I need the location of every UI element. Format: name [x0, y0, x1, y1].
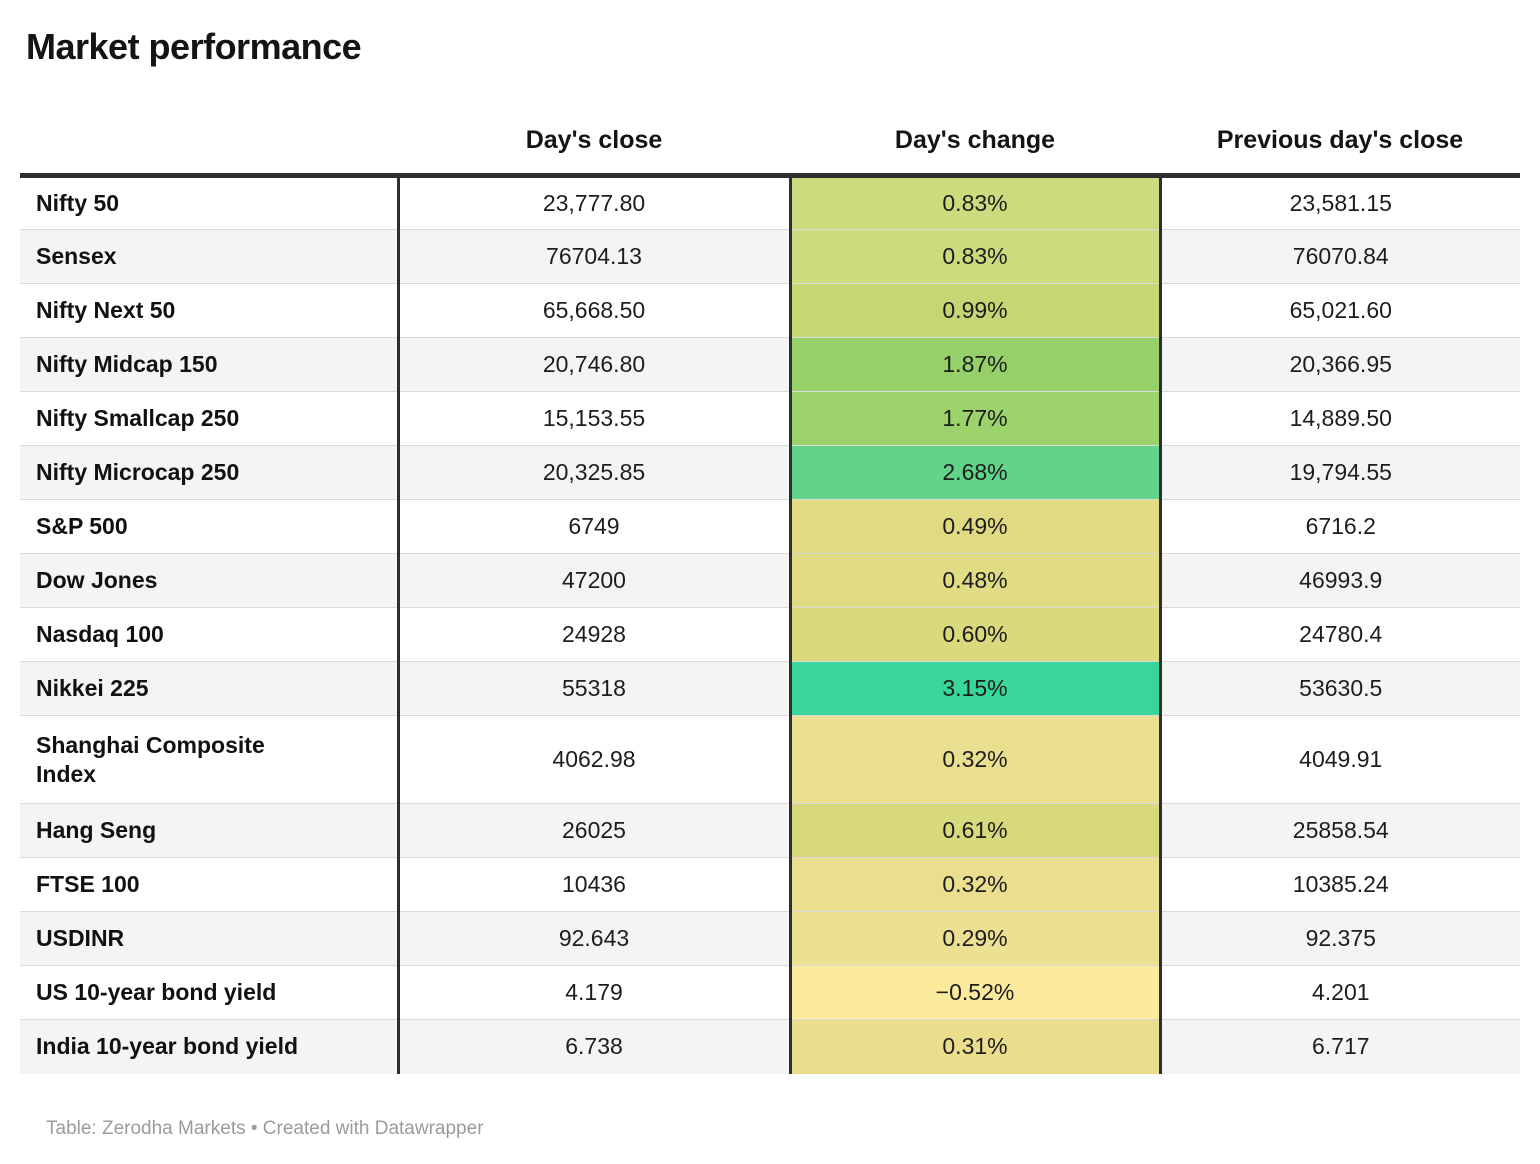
table-row: Nasdaq 100 24928 0.60% 24780.4 [20, 607, 1520, 662]
row-label: US 10-year bond yield [20, 965, 400, 1020]
prev-close-value: 10385.24 [1160, 857, 1520, 912]
table-header: Day's close Day's change Previous day's … [20, 68, 1520, 178]
days-change-value: 0.83% [788, 175, 1162, 230]
days-change-value: 0.60% [788, 607, 1162, 662]
header-days-change: Day's change [790, 68, 1160, 178]
prev-close-value: 4049.91 [1160, 715, 1520, 804]
days-close-value: 47200 [398, 553, 790, 608]
table-row: Hang Seng 26025 0.61% 25858.54 [20, 803, 1520, 858]
days-change-value: 2.68% [788, 445, 1162, 500]
table-row: India 10-year bond yield 6.738 0.31% 6.717 [20, 1019, 1520, 1074]
days-close-value: 26025 [398, 803, 790, 858]
days-change-value: 0.99% [788, 283, 1162, 338]
days-close-value: 92.643 [398, 911, 790, 966]
table-row: Nifty 50 23,777.80 0.83% 23,581.15 [20, 175, 1520, 230]
prev-close-value: 23,581.15 [1289, 190, 1392, 216]
days-close-value: 20,325.85 [398, 445, 790, 500]
row-label: Nifty 50 [20, 175, 400, 230]
table-body: Nifty 50 23,777.80 0.83% 23,581.15 Sensex 767… [20, 175, 1520, 1074]
row-label: Nasdaq 100 [20, 607, 400, 662]
prev-close-value: 25858.54 [1160, 803, 1520, 858]
header-previous-close: Previous day's close [1160, 68, 1520, 178]
days-change-value: 0.61% [788, 803, 1162, 858]
prev-close-value: 14,889.50 [1160, 391, 1520, 446]
row-label: FTSE 100 [20, 857, 400, 912]
days-close-value: 76704.13 [398, 229, 790, 284]
days-close-value: 4.179 [398, 965, 790, 1020]
days-close-value: 6.738 [398, 1019, 790, 1074]
header-name [20, 68, 398, 178]
row-label: India 10-year bond yield [20, 1019, 400, 1074]
days-change-value: 3.15% [788, 661, 1162, 716]
days-change-value: −0.52% [788, 965, 1162, 1020]
row-label: Nifty Microcap 250 [20, 445, 400, 500]
page: Market performance Day's close Day's cha… [20, 26, 1520, 1139]
days-close-value: 10436 [398, 857, 790, 912]
days-close-value: 23,777.80 [542, 190, 646, 216]
days-change-value: 0.48% [788, 553, 1162, 608]
prev-close-value: 6.717 [1160, 1019, 1520, 1074]
prev-close-value: 65,021.60 [1160, 283, 1520, 338]
row-label: Nikkei 225 [20, 661, 400, 716]
table-row: Nikkei 225 55318 3.15% 53630.5 [20, 661, 1520, 716]
table-row: S&P 500 6749 0.49% 6716.2 [20, 499, 1520, 554]
days-close-value: 24928 [398, 607, 790, 662]
row-label: Dow Jones [20, 553, 400, 608]
days-change-value: 0.31% [788, 1019, 1162, 1074]
prev-close-value: 20,366.95 [1160, 337, 1520, 392]
prev-close-value: 19,794.55 [1160, 445, 1520, 500]
prev-close-value: 6716.2 [1160, 499, 1520, 554]
prev-close-value: 92.375 [1160, 911, 1520, 966]
days-close-value: 15,153.55 [398, 391, 790, 446]
row-label: USDINR [20, 911, 400, 966]
table-row: Nifty Midcap 150 20,746.80 1.87% 20,366.95 [20, 337, 1520, 392]
row-label: S&P 500 [20, 499, 400, 554]
days-change-value: 0.32% [788, 857, 1162, 912]
row-label: Nifty Midcap 150 [20, 337, 400, 392]
table-row: Shanghai Composite Index 4062.98 0.32% 4049… [20, 715, 1520, 804]
prev-close-value: 53630.5 [1160, 661, 1520, 716]
days-change-value: 0.83% [788, 229, 1162, 284]
days-close-value: 4062.98 [398, 715, 790, 804]
days-close-value: 20,746.80 [398, 337, 790, 392]
days-close-value: 55318 [398, 661, 790, 716]
header-days-close: Day's close [398, 68, 790, 178]
days-change-value: 1.87% [788, 337, 1162, 392]
prev-close-value: 76070.84 [1160, 229, 1520, 284]
prev-close-value: 46993.9 [1160, 553, 1520, 608]
row-label: Hang Seng [20, 803, 400, 858]
row-label: Nifty Smallcap 250 [20, 391, 400, 446]
table-row: Sensex 76704.13 0.83% 76070.84 [20, 229, 1520, 284]
days-change-value: 1.77% [788, 391, 1162, 446]
table-row: Dow Jones 47200 0.48% 46993.9 [20, 553, 1520, 608]
attribution-footer: Table: Zerodha Markets • Created with Da… [46, 1117, 484, 1139]
days-close-value: 6749 [398, 499, 790, 554]
prev-close-value: 4.201 [1160, 965, 1520, 1020]
table-row: FTSE 100 10436 0.32% 10385.24 [20, 857, 1520, 912]
table-row: US 10-year bond yield 4.179 −0.52% 4.201 [20, 965, 1520, 1020]
days-change-value: 0.49% [788, 499, 1162, 554]
row-label: Nifty Next 50 [20, 283, 400, 338]
table-row: USDINR 92.643 0.29% 92.375 [20, 911, 1520, 966]
row-label: Shanghai Composite Index [20, 715, 400, 804]
market-performance-table: Day's close Day's change Previous day's … [20, 68, 1520, 1074]
row-label: Sensex [20, 229, 400, 284]
prev-close-value: 24780.4 [1160, 607, 1520, 662]
days-change-value: 0.29% [788, 911, 1162, 966]
days-change-value: 0.32% [788, 715, 1162, 804]
table-row: Nifty Next 50 65,668.50 0.99% 65,021.60 [20, 283, 1520, 338]
table-row: Nifty Smallcap 250 15,153.55 1.77% 14,889.5… [20, 391, 1520, 446]
table-row: Nifty Microcap 250 20,325.85 2.68% 19,794.5… [20, 445, 1520, 500]
page-title: Market performance [26, 26, 362, 67]
days-close-value: 65,668.50 [398, 283, 790, 338]
